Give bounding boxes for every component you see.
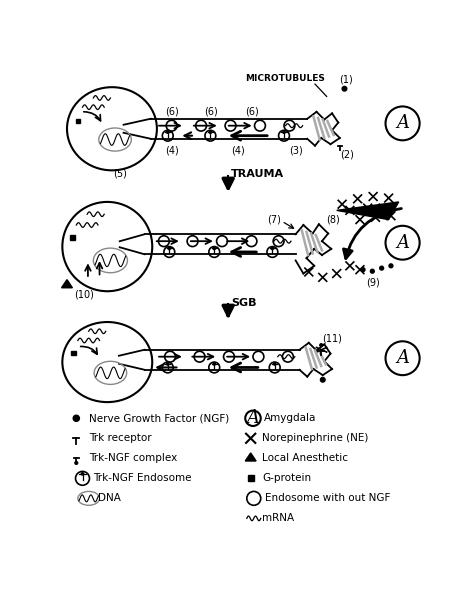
Circle shape [73, 415, 80, 422]
Text: (10): (10) [74, 290, 94, 299]
Text: TRAUMA: TRAUMA [231, 169, 284, 179]
Text: (11): (11) [322, 333, 342, 343]
Text: (5): (5) [113, 169, 127, 178]
Bar [247, 475, 254, 481]
Text: (1): (1) [339, 75, 353, 84]
Text: A: A [396, 234, 409, 252]
Text: mRNA: mRNA [262, 513, 294, 524]
Text: (9): (9) [366, 278, 380, 288]
Bar [75, 119, 80, 123]
Circle shape [320, 344, 323, 346]
Circle shape [213, 247, 215, 250]
Text: A: A [396, 349, 409, 367]
Text: (6): (6) [204, 107, 218, 117]
Circle shape [389, 264, 393, 268]
Text: (7): (7) [267, 214, 281, 225]
Text: Trk receptor: Trk receptor [89, 433, 151, 444]
Text: (4): (4) [231, 145, 245, 155]
Circle shape [370, 269, 374, 273]
Text: (6): (6) [246, 107, 259, 117]
Text: (8): (8) [326, 214, 340, 225]
Text: Endosome with out NGF: Endosome with out NGF [265, 493, 391, 503]
Circle shape [166, 363, 169, 365]
Circle shape [82, 473, 84, 475]
Circle shape [213, 363, 215, 365]
Circle shape [75, 461, 78, 464]
Circle shape [209, 131, 211, 133]
Text: (2): (2) [341, 150, 355, 160]
Circle shape [380, 266, 383, 270]
Circle shape [273, 363, 276, 365]
Circle shape [271, 247, 273, 250]
Text: Trk-NGF complex: Trk-NGF complex [89, 453, 177, 463]
Text: G-protein: G-protein [262, 474, 311, 483]
Text: SGB: SGB [231, 298, 257, 308]
Text: A: A [396, 114, 409, 133]
Text: (6): (6) [165, 107, 179, 117]
Circle shape [361, 268, 365, 272]
Circle shape [283, 131, 285, 133]
Text: Nerve Growth Factor (NGF): Nerve Growth Factor (NGF) [89, 413, 229, 423]
Circle shape [320, 378, 325, 382]
Bar [71, 351, 75, 355]
Text: (3): (3) [289, 145, 302, 155]
Text: (4): (4) [165, 145, 179, 155]
Polygon shape [245, 453, 256, 461]
Text: DNA: DNA [98, 493, 121, 503]
Text: A: A [246, 409, 259, 427]
Polygon shape [337, 202, 399, 219]
Circle shape [166, 131, 169, 133]
Polygon shape [62, 280, 73, 288]
Text: Local Anesthetic: Local Anesthetic [262, 453, 348, 463]
Text: Trk-NGF Endosome: Trk-NGF Endosome [92, 474, 191, 483]
Circle shape [168, 247, 171, 250]
Text: Amygdala: Amygdala [264, 413, 316, 423]
Bar [70, 235, 75, 240]
Text: MICROTUBULES: MICROTUBULES [246, 74, 326, 83]
Text: Norepinephrine (NE): Norepinephrine (NE) [262, 433, 369, 444]
Circle shape [342, 86, 347, 91]
